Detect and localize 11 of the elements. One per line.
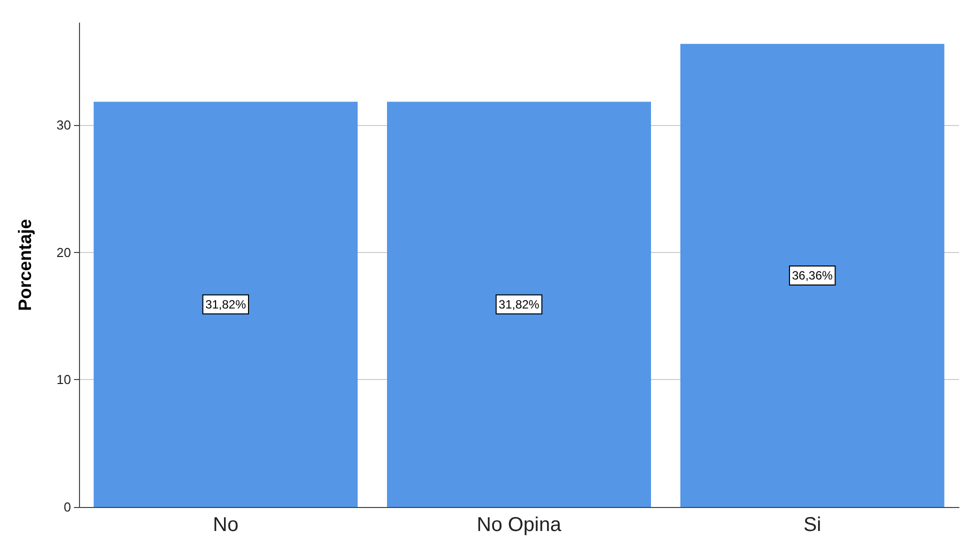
y-tick-label: 30 <box>56 117 71 132</box>
data-label: 36,36% <box>792 268 834 282</box>
y-tick-label: 20 <box>56 244 71 260</box>
y-tick-label: 10 <box>56 372 71 388</box>
x-tick-label: No <box>212 514 238 536</box>
y-tick-label: 0 <box>64 500 71 514</box>
x-tick-label: No Opina <box>476 514 562 536</box>
data-label: 31,82% <box>205 297 246 312</box>
data-label: 31,82% <box>498 297 540 312</box>
x-tick-label: Si <box>803 514 822 536</box>
y-axis-title: Porcentaje <box>15 218 35 312</box>
